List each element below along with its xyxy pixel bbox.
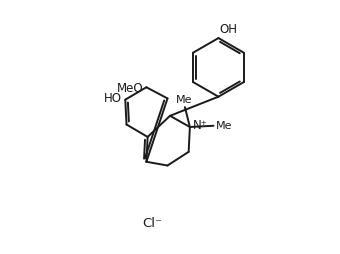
Text: N⁺: N⁺ (193, 119, 208, 132)
Text: Me: Me (175, 95, 192, 105)
Text: Cl⁻: Cl⁻ (142, 217, 163, 230)
Text: OH: OH (220, 23, 238, 36)
Text: Me: Me (216, 121, 232, 131)
Text: HO: HO (104, 92, 122, 105)
Text: MeO: MeO (117, 82, 143, 95)
